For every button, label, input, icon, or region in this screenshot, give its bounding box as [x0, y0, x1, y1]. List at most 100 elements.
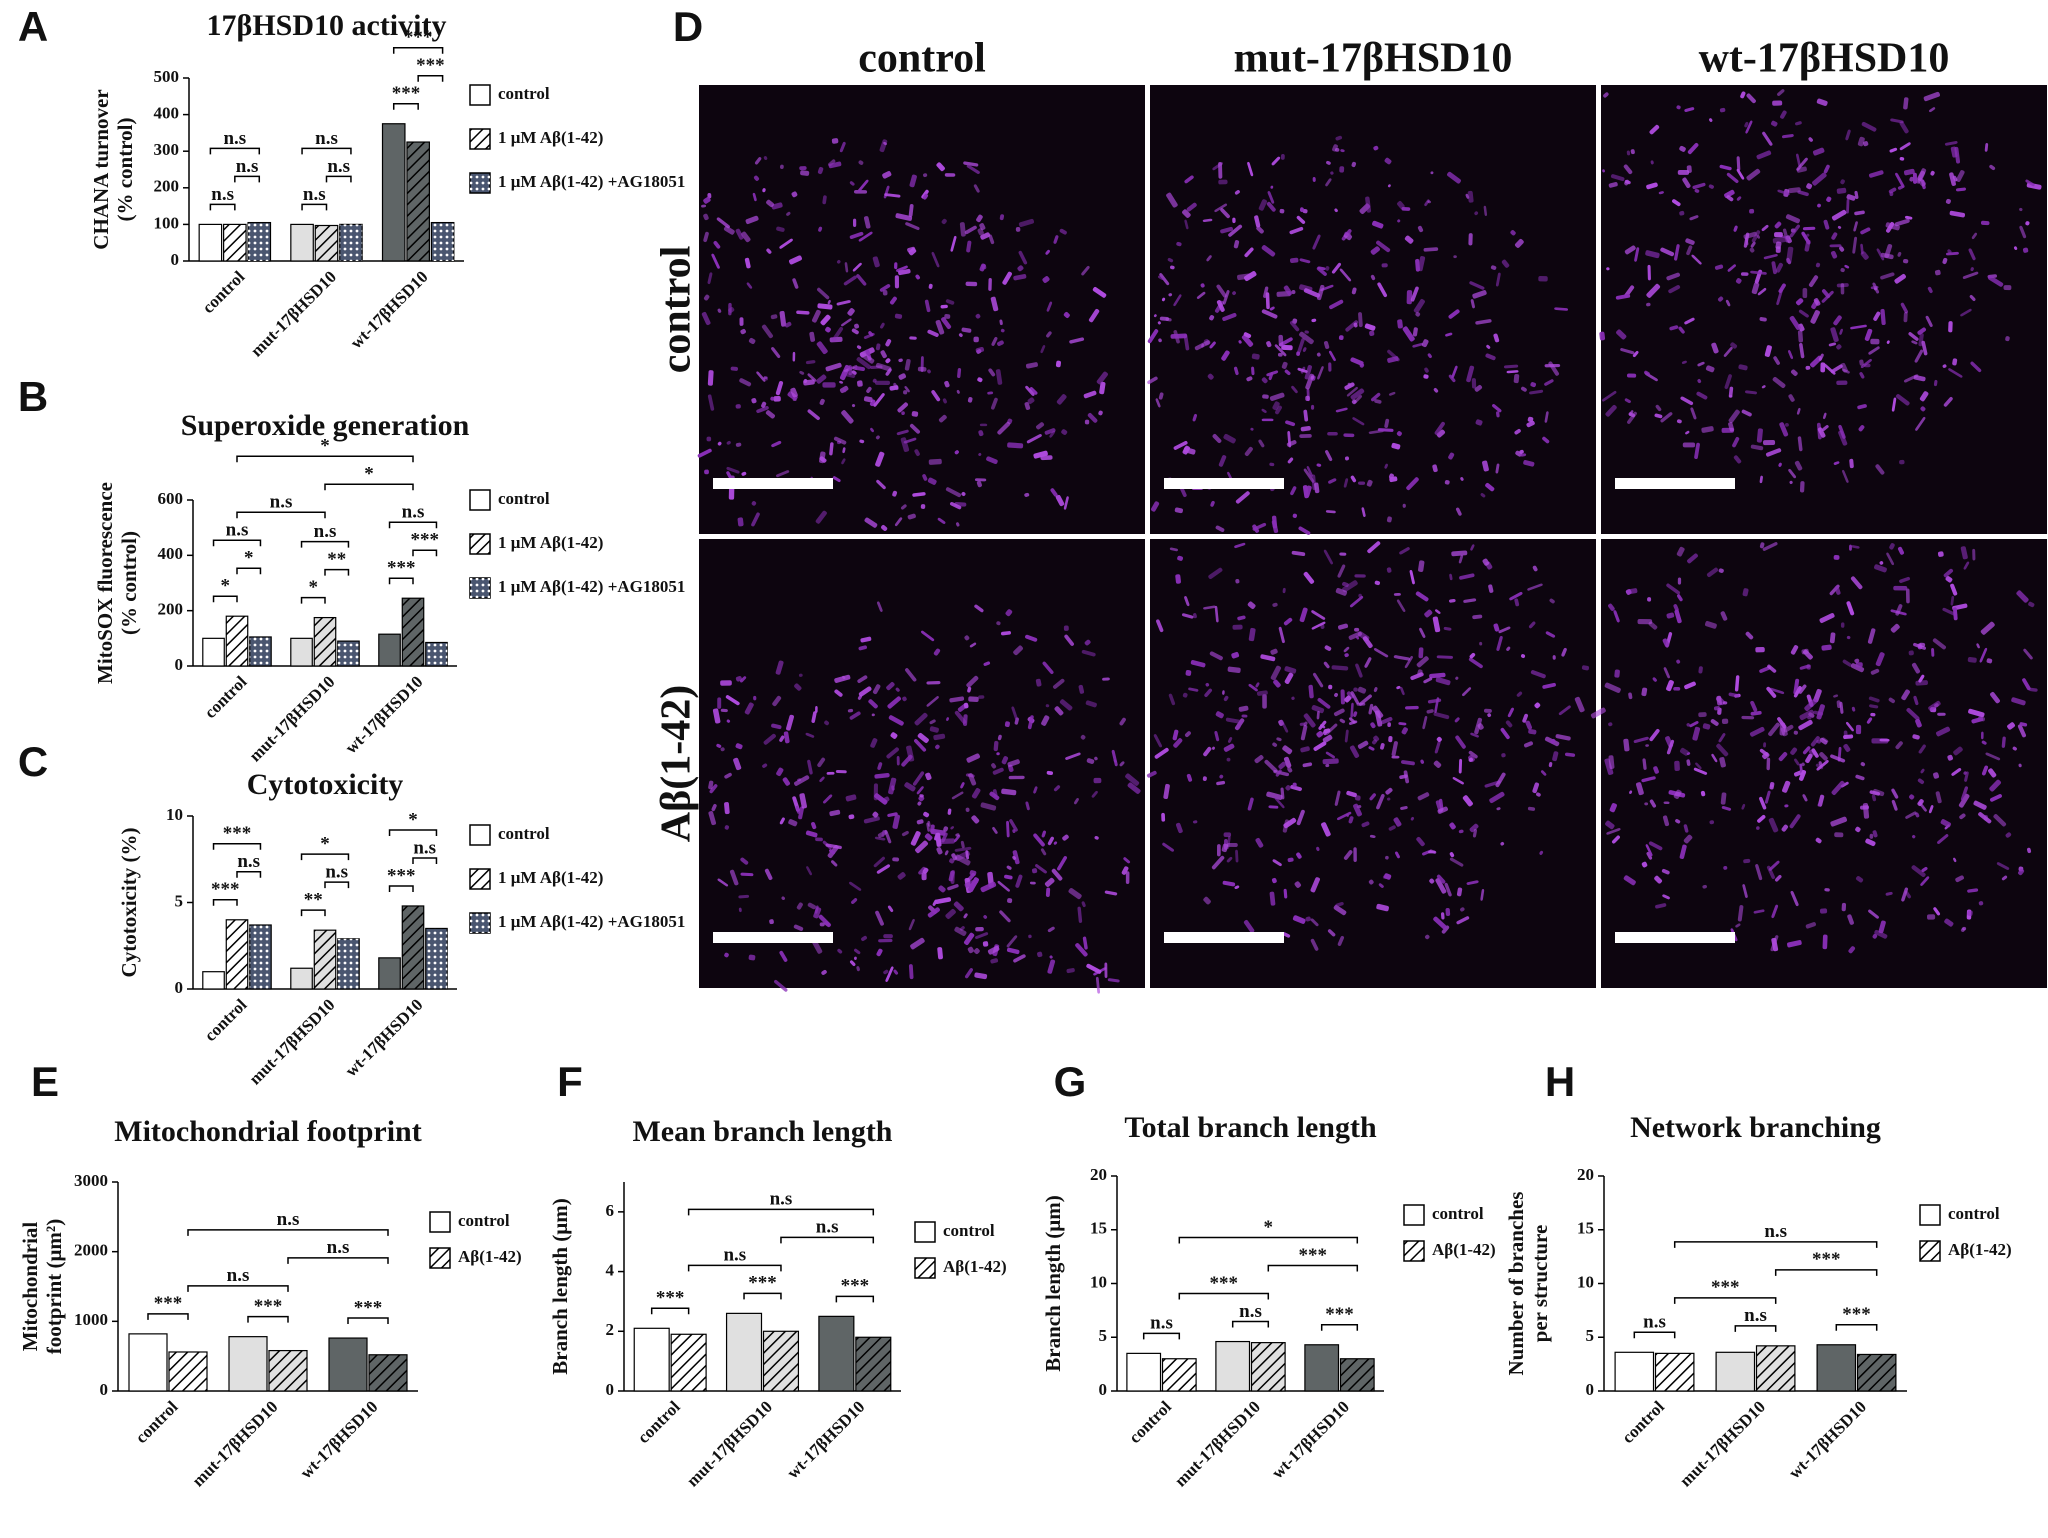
- mito-signal: [1344, 382, 1355, 390]
- mito-signal: [1510, 230, 1516, 236]
- mito-signal: [1889, 191, 1894, 197]
- mito-signal: [1289, 226, 1304, 235]
- significance-label: n.s: [236, 156, 259, 177]
- mito-signal: [1472, 290, 1487, 299]
- mito-signal: [1886, 552, 1894, 566]
- mito-signal: [1184, 731, 1191, 738]
- mito-signal: [1696, 391, 1708, 400]
- mito-signal: [2001, 875, 2008, 881]
- significance-label: *: [309, 577, 319, 598]
- significance-bracket: [209, 147, 261, 155]
- mito-signal: [1182, 209, 1191, 218]
- mito-signal: [2011, 697, 2026, 706]
- mito-signal: [733, 757, 742, 771]
- mito-signal: [1459, 573, 1475, 580]
- significance-bracket: [1142, 1332, 1181, 1340]
- mito-signal: [1822, 737, 1829, 743]
- mito-signal: [1694, 188, 1700, 193]
- mito-signal: [1608, 603, 1615, 611]
- mito-signal: [1258, 439, 1265, 448]
- mito-signal: [1812, 147, 1825, 156]
- mito-signal: [792, 351, 796, 362]
- mito-signal: [1385, 855, 1389, 860]
- legend-swatch-pattern: [470, 913, 490, 933]
- mito-signal: [1884, 243, 1893, 258]
- mito-signal: [1899, 156, 1905, 161]
- mito-signal: [1338, 335, 1344, 341]
- mito-signal: [2001, 736, 2006, 748]
- mito-signal: [1686, 723, 1691, 727]
- mito-signal: [1742, 588, 1749, 597]
- row-label: control: [654, 246, 700, 374]
- mito-signal: [1680, 396, 1694, 406]
- mito-signal: [1955, 187, 1967, 192]
- mito-signal: [1676, 419, 1682, 424]
- significance-label: n.s: [1150, 1313, 1173, 1334]
- mito-signal: [1851, 706, 1856, 712]
- mito-signal: [1968, 708, 1985, 718]
- mito-signal: [1455, 676, 1459, 680]
- mito-signal: [790, 387, 798, 398]
- mito-signal: [1988, 768, 1997, 778]
- mito-signal: [1282, 819, 1290, 833]
- mito-signal: [903, 390, 908, 395]
- mito-signal: [1813, 710, 1824, 716]
- mito-signal: [857, 179, 869, 193]
- mito-signal: [849, 881, 862, 891]
- mito-signal: [1850, 324, 1867, 330]
- mito-signal: [1542, 436, 1550, 444]
- mito-signal: [898, 358, 903, 363]
- mito-signal: [1872, 933, 1878, 939]
- mito-signal: [1119, 717, 1126, 726]
- mito-signal: [1287, 766, 1293, 773]
- mito-signal: [1805, 365, 1811, 370]
- significance-label: ***: [410, 530, 439, 551]
- mito-signal: [1413, 299, 1425, 314]
- mito-signal: [1928, 805, 1934, 814]
- panel-letter: C: [18, 738, 48, 785]
- mito-signal: [1951, 768, 1962, 776]
- mito-signal: [1234, 542, 1246, 549]
- mito-signal: [1225, 717, 1243, 724]
- mito-signal: [825, 843, 842, 850]
- mito-signal: [724, 772, 732, 779]
- mito-signal: [1893, 585, 1908, 591]
- mito-signal: [1025, 801, 1030, 811]
- mito-signal: [1719, 164, 1732, 171]
- mito-signal: [1695, 762, 1702, 770]
- mito-signal: [1648, 841, 1663, 851]
- mito-signal: [1474, 211, 1479, 216]
- mito-signal: [844, 262, 849, 273]
- mito-signal: [1374, 710, 1383, 727]
- mito-signal: [1062, 834, 1069, 841]
- mito-signal: [958, 333, 963, 337]
- legend-label: control: [498, 489, 550, 508]
- mito-signal: [1024, 402, 1031, 410]
- mito-signal: [1220, 208, 1230, 219]
- mito-signal: [1284, 666, 1297, 674]
- mito-signal: [1053, 785, 1061, 792]
- mito-signal: [1348, 720, 1358, 725]
- mito-signal: [1647, 264, 1651, 281]
- mito-signal: [1918, 674, 1925, 683]
- mito-signal: [1673, 686, 1681, 691]
- y-tick-label: 5: [1099, 1326, 1108, 1345]
- mito-signal: [1374, 399, 1382, 404]
- mito-signal: [1011, 706, 1018, 721]
- mito-signal: [1458, 829, 1464, 834]
- mito-signal: [1161, 812, 1166, 822]
- mito-signal: [971, 815, 980, 824]
- mito-signal: [1777, 189, 1790, 196]
- mito-signal: [1960, 928, 1965, 932]
- mito-signal: [1899, 576, 1910, 583]
- mito-signal: [1732, 437, 1740, 448]
- mito-signal: [837, 948, 843, 954]
- mito-signal: [1215, 525, 1225, 533]
- mito-signal: [1449, 822, 1456, 830]
- significance-label: ***: [223, 823, 252, 844]
- mito-signal: [1487, 713, 1492, 717]
- mito-signal: [1241, 714, 1248, 718]
- x-tick-label: mut-17βHSD10: [247, 267, 340, 360]
- mito-signal: [1086, 758, 1095, 764]
- mito-signal: [926, 681, 941, 685]
